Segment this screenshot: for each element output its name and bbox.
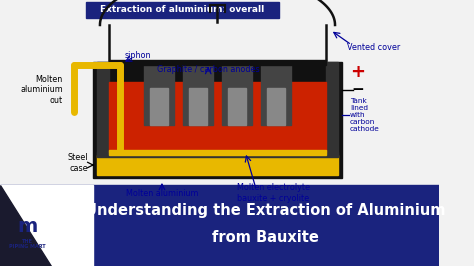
Bar [183, 63, 213, 125]
Bar [222, 63, 252, 125]
Text: Steel
case: Steel case [67, 153, 88, 173]
Text: −: − [352, 82, 365, 98]
Bar [97, 152, 338, 157]
Text: THE
PIPING MART: THE PIPING MART [9, 239, 46, 250]
Text: siphon: siphon [125, 51, 151, 60]
Bar [228, 88, 246, 125]
Bar [92, 62, 342, 178]
Text: Vented cover: Vented cover [347, 43, 401, 52]
Bar [97, 155, 338, 175]
Bar [150, 88, 168, 125]
Text: Molten electrolyte
bauxite + cryolite: Molten electrolyte bauxite + cryolite [237, 183, 310, 203]
Bar [109, 82, 326, 152]
Bar [0, 185, 92, 266]
Bar [86, 2, 279, 18]
Bar [266, 88, 285, 125]
Bar [109, 150, 326, 155]
Bar [0, 185, 438, 266]
Text: Extraction of aluminium: overall: Extraction of aluminium: overall [100, 6, 264, 15]
Text: from Bauxite: from Bauxite [212, 231, 319, 246]
Text: +: + [350, 63, 365, 81]
Bar [326, 62, 338, 155]
Text: Molten aluminium: Molten aluminium [126, 189, 198, 197]
Text: Graphite / carbon anodes: Graphite / carbon anodes [157, 65, 260, 74]
Bar [97, 62, 109, 155]
Text: Tank
lined
with
carbon
cathode: Tank lined with carbon cathode [350, 98, 380, 132]
Text: m: m [18, 217, 38, 235]
Bar [261, 63, 291, 125]
Polygon shape [0, 185, 51, 266]
Bar [145, 63, 174, 125]
Text: Molten
aluminium
out: Molten aluminium out [20, 75, 63, 105]
Text: Understanding the Extraction of Aluminium: Understanding the Extraction of Aluminiu… [85, 203, 446, 218]
Bar [109, 60, 326, 65]
Bar [189, 88, 207, 125]
